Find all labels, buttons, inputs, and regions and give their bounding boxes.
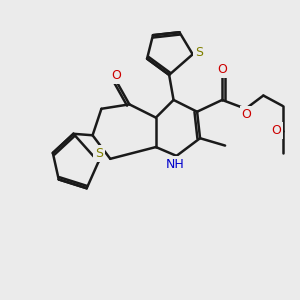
Text: O: O <box>217 63 227 76</box>
Text: S: S <box>95 147 104 160</box>
Text: S: S <box>195 46 203 59</box>
Text: O: O <box>242 108 251 121</box>
Text: O: O <box>271 124 281 137</box>
Text: NH: NH <box>166 158 184 171</box>
Text: O: O <box>111 69 121 82</box>
